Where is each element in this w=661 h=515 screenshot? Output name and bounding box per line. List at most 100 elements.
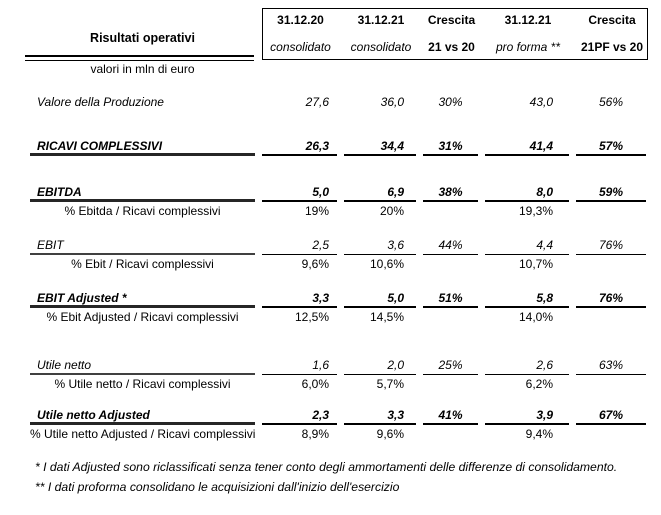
header-col-5-period: Crescita <box>588 13 636 27</box>
table-row: Valore della Produzione 27,6 36,0 30% 43,0 56… <box>30 94 646 112</box>
table-row: % Ebit Adjusted / Ricavi complessivi 12,5… <box>30 309 646 327</box>
row-value: 56% <box>598 95 624 109</box>
header-col-5-scope: 21PF vs 20 <box>580 40 644 54</box>
table-row: % Utile netto Adjusted / Ricavi compless… <box>30 426 646 444</box>
row-value: 6,2% <box>525 377 553 391</box>
row-label: EBITDA <box>30 184 255 202</box>
table-row: EBIT Adjusted * 3,3 5,0 51% 5,8 76% <box>30 290 646 308</box>
row-value: 3,6 <box>344 237 416 255</box>
table-row: RICAVI COMPLESSIVI 26,3 34,4 31% 41,4 57% <box>30 138 646 156</box>
table-row: Utile netto Adjusted 2,3 3,3 41% 3,9 67% <box>30 407 646 425</box>
row-value <box>423 203 478 221</box>
table-row: Utile netto 1,6 2,0 25% 2,6 63% <box>30 357 646 375</box>
row-value: 19,3% <box>518 204 553 218</box>
row-value: 6,0% <box>301 377 329 391</box>
row-value: 10,6% <box>369 257 404 271</box>
header-col-3-scope: 21 vs 20 <box>428 40 475 54</box>
row-value: 25% <box>423 357 478 375</box>
row-value: 59% <box>576 184 646 202</box>
row-value: 44% <box>423 237 478 255</box>
row-value: 2,3 <box>262 407 337 425</box>
row-value: 34,4 <box>344 138 416 156</box>
row-value: 30% <box>438 95 463 109</box>
header-col-5: Crescita 21PF vs 20 <box>577 9 647 59</box>
header-col-2: 31.12.21 consolidato <box>345 9 417 59</box>
row-value: 14,0% <box>518 310 553 324</box>
header-col-3: Crescita 21 vs 20 <box>424 9 479 59</box>
row-label: % Utile netto Adjusted / Ricavi compless… <box>30 427 256 441</box>
row-value: 5,8 <box>485 290 569 308</box>
row-value: 2,0 <box>344 357 416 375</box>
row-value <box>576 256 646 274</box>
header-col-4-period: 31.12.21 <box>504 13 552 27</box>
header-col-1: 31.12.20 consolidato <box>263 9 338 59</box>
header-col-4: 31.12.21 pro forma ** <box>486 9 570 59</box>
row-value: 3,3 <box>344 407 416 425</box>
row-value <box>423 309 478 327</box>
row-label: EBIT <box>30 237 255 255</box>
table-row: % Ebit / Ricavi complessivi 9,6% 10,6% 10,7… <box>30 256 646 274</box>
row-value: 5,7% <box>376 377 404 391</box>
row-value: 9,6% <box>376 427 404 441</box>
row-label: RICAVI COMPLESSIVI <box>30 138 255 156</box>
footnote-proforma: ** I dati proforma consolidano le acquis… <box>35 480 400 494</box>
row-value: 5,0 <box>344 290 416 308</box>
row-label: Valore della Produzione <box>37 95 164 109</box>
unit-note: valori in mln di euro <box>90 62 195 76</box>
row-value: 27,6 <box>305 95 329 109</box>
page-title: Risultati operativi <box>90 31 195 45</box>
row-value: 4,4 <box>485 237 569 255</box>
row-value <box>576 203 646 221</box>
row-value: 63% <box>576 357 646 375</box>
row-label: Utile netto Adjusted <box>30 407 255 425</box>
row-value: 6,9 <box>344 184 416 202</box>
row-value: 36,0 <box>380 95 404 109</box>
table-row: EBIT 2,5 3,6 44% 4,4 76% <box>30 237 646 255</box>
row-value <box>576 309 646 327</box>
row-value: 76% <box>576 237 646 255</box>
row-label: EBIT Adjusted * <box>30 290 255 308</box>
row-value: 51% <box>423 290 478 308</box>
header-col-2-period: 31.12.21 <box>357 13 405 27</box>
row-value <box>576 376 646 394</box>
header-col-1-scope: consolidato <box>270 40 331 54</box>
row-value <box>576 426 646 444</box>
table-row: % Utile netto / Ricavi complessivi 6,0% 5,… <box>30 376 646 394</box>
row-value <box>423 256 478 274</box>
row-value: 2,6 <box>485 357 569 375</box>
row-value: 20% <box>379 204 404 218</box>
header-col-4-scope: pro forma ** <box>495 40 561 54</box>
row-value: 12,5% <box>294 310 329 324</box>
row-label: Utile netto <box>30 357 255 375</box>
row-value: 9,4% <box>525 427 553 441</box>
row-value: 14,5% <box>369 310 404 324</box>
row-value: 8,0 <box>485 184 569 202</box>
row-value <box>423 426 478 444</box>
row-value <box>423 376 478 394</box>
row-value: 2,5 <box>262 237 337 255</box>
row-value: 67% <box>576 407 646 425</box>
row-value: 57% <box>576 138 646 156</box>
column-header-box: 31.12.20 consolidato 31.12.21 consolidat… <box>262 8 648 60</box>
row-label: % Ebit / Ricavi complessivi <box>71 257 214 271</box>
row-value: 41% <box>423 407 478 425</box>
row-value: 1,6 <box>262 357 337 375</box>
header-col-2-scope: consolidato <box>350 40 412 54</box>
table-row: % Ebitda / Ricavi complessivi 19% 20% 19,3% <box>30 203 646 221</box>
row-value: 31% <box>423 138 478 156</box>
row-value: 5,0 <box>262 184 337 202</box>
row-label: % Ebitda / Ricavi complessivi <box>64 204 221 218</box>
row-value: 10,7% <box>518 257 553 271</box>
row-label: % Utile netto / Ricavi complessivi <box>54 377 231 391</box>
header-col-1-period: 31.12.20 <box>277 13 324 27</box>
row-value: 41,4 <box>485 138 569 156</box>
row-value: 38% <box>423 184 478 202</box>
row-label: % Ebit Adjusted / Ricavi complessivi <box>46 310 239 324</box>
row-value: 8,9% <box>301 427 329 441</box>
row-value: 9,6% <box>301 257 329 271</box>
footnote-adjusted: * I dati Adjusted sono riclassificati se… <box>35 460 618 474</box>
table-row: EBITDA 5,0 6,9 38% 8,0 59% <box>30 184 646 202</box>
row-value: 3,3 <box>262 290 337 308</box>
row-value: 26,3 <box>262 138 337 156</box>
